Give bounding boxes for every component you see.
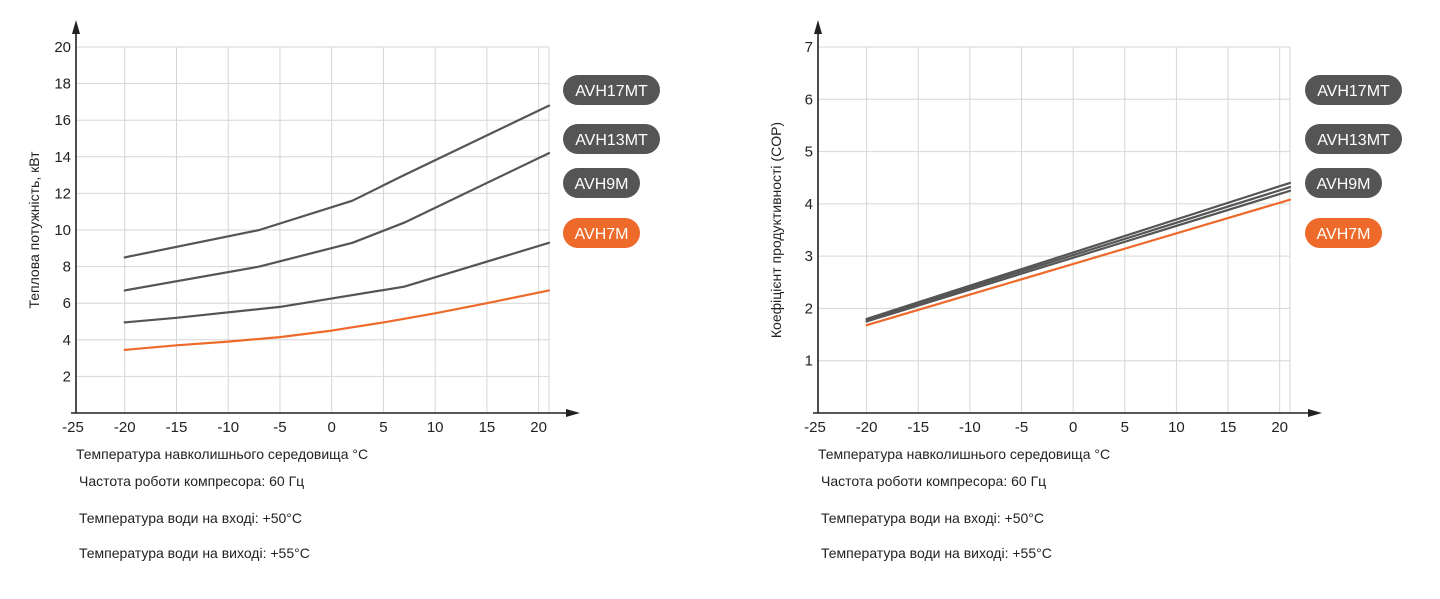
x-tick-label: 5	[1121, 419, 1129, 436]
y-tick-label: 1	[805, 353, 813, 370]
y-axis-title: Теплова потужність, кВт	[26, 151, 42, 309]
legend-badge-avh17mt	[563, 75, 660, 105]
x-tick-label: -5	[1015, 419, 1028, 436]
y-tick-label: 14	[54, 149, 71, 166]
x-tick-label: 20	[1271, 419, 1288, 436]
series-line-avh17mt	[123, 104, 551, 259]
legend-badge-avh17mt	[1305, 75, 1402, 105]
y-tick-label: 8	[63, 259, 71, 276]
water-inlet-note: Температура води на вході: +50°C	[79, 510, 303, 526]
compressor-frequency-note: Частота роботи компресора: 60 Гц	[79, 473, 305, 489]
legend-badge-avh7m	[563, 218, 640, 248]
legend-label-avh7m: AVH7M	[575, 226, 629, 243]
legend-label-avh7m: AVH7M	[1317, 226, 1371, 243]
legend-label-avh13mt: AVH13MT	[575, 132, 648, 149]
x-tick-label: 0	[1069, 419, 1077, 436]
series-line-avh9m	[865, 189, 1292, 323]
water-inlet-note-2: Температура води на вході: +50°C	[821, 510, 1045, 526]
x-tick-label: -15	[166, 419, 188, 436]
x-tick-label: 15	[479, 419, 496, 436]
series-line-avh7m	[865, 198, 1292, 327]
legend-label-avh13mt: AVH13MT	[1317, 132, 1390, 149]
x-axis-arrow-icon	[1308, 409, 1322, 417]
x-tick-label: -10	[217, 419, 239, 436]
y-tick-label: 5	[805, 144, 813, 161]
y-tick-label: 6	[805, 91, 813, 108]
heat-output-chart: -25 -20 -15 -10 -5 0 5 10 15 20 2 4 6 8 10 12 14 16 18 20 Те…	[26, 20, 660, 462]
series-line-avh9m	[123, 241, 551, 324]
x-tick-label: -25	[804, 419, 826, 436]
y-tick-label: 20	[54, 39, 71, 56]
compressor-frequency-note-2: Частота роботи компресора: 60 Гц	[821, 473, 1047, 489]
series-line-avh7m	[123, 289, 551, 351]
legend-badge-avh7m	[1305, 218, 1382, 248]
legend-badge-avh13mt	[563, 124, 660, 154]
y-tick-label: 2	[63, 368, 71, 385]
x-tick-label: -10	[959, 419, 981, 436]
legend-label-avh9m: AVH9M	[575, 176, 629, 193]
y-tick-label: 7	[805, 39, 813, 56]
x-axis-arrow-icon	[566, 409, 580, 417]
legend-badge-avh13mt	[1305, 124, 1402, 154]
cop-chart: -25 -20 -15 -10 -5 0 5 10 15 20 1 2 3 4 5 6 7 Температура…	[768, 20, 1402, 462]
y-tick-label: 6	[63, 295, 71, 312]
x-tick-label: 10	[427, 419, 444, 436]
x-axis-title: Температура навколишнього середовища °C	[818, 446, 1110, 462]
y-tick-label: 10	[54, 222, 71, 239]
x-tick-label: 20	[530, 419, 547, 436]
x-tick-label: -25	[62, 419, 84, 436]
water-outlet-note: Температура води на виході: +55°C	[79, 545, 310, 561]
water-outlet-note-2: Температура води на виході: +55°C	[821, 545, 1052, 561]
x-tick-label: 15	[1220, 419, 1237, 436]
y-axis-title: Коефіцієнт продуктивності (COP)	[768, 122, 784, 338]
x-axis-title: Температура навколишнього середовища °C	[76, 446, 368, 462]
legend-label-avh17mt: AVH17MT	[1317, 83, 1390, 100]
x-tick-label: 10	[1168, 419, 1185, 436]
x-tick-label: -20	[856, 419, 878, 436]
y-tick-label: 3	[805, 248, 813, 265]
series-line-avh13mt	[123, 152, 551, 292]
series-line-avh17mt	[865, 181, 1292, 320]
x-tick-label: -20	[114, 419, 136, 436]
legend-label-avh17mt: AVH17MT	[575, 83, 648, 100]
y-tick-label: 16	[54, 112, 71, 129]
y-tick-label: 4	[63, 332, 71, 349]
y-tick-label: 4	[805, 196, 813, 213]
legend-badge-avh9m	[563, 168, 640, 198]
y-tick-label: 18	[54, 76, 71, 93]
legend-label-avh9m: AVH9M	[1317, 176, 1371, 193]
y-axis-arrow-icon	[72, 20, 80, 34]
series-line-avh13mt	[865, 186, 1292, 321]
y-tick-label: 12	[54, 185, 71, 202]
y-axis-arrow-icon	[814, 20, 822, 34]
x-tick-label: -5	[273, 419, 286, 436]
x-tick-label: -15	[907, 419, 929, 436]
x-tick-label: 5	[379, 419, 387, 436]
y-tick-label: 2	[805, 300, 813, 317]
x-tick-label: 0	[328, 419, 336, 436]
legend-badge-avh9m	[1305, 168, 1382, 198]
